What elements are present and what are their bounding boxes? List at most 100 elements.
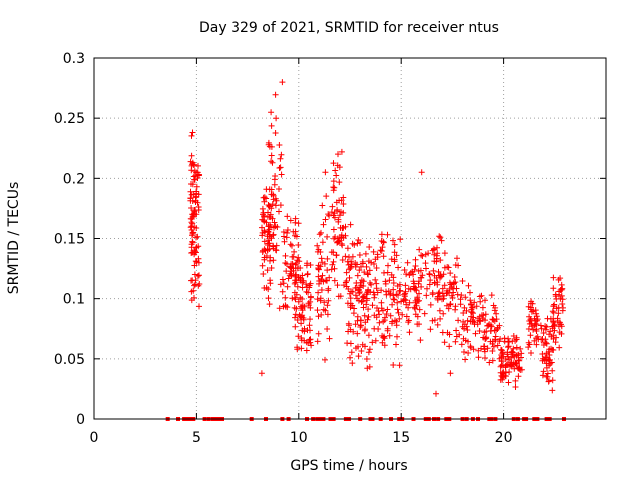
data-point [426, 281, 433, 288]
data-point [296, 258, 303, 265]
data-point [416, 321, 422, 328]
data-point [276, 208, 282, 215]
data-point [189, 238, 196, 245]
data-point [393, 341, 399, 348]
data-point [191, 176, 198, 183]
data-point [340, 201, 347, 207]
data-point [440, 271, 447, 278]
data-point [412, 263, 419, 269]
data-point [365, 306, 372, 313]
data-point [505, 353, 511, 360]
data-point [489, 316, 496, 323]
data-point [384, 327, 391, 334]
data-point [379, 244, 386, 251]
data-point [482, 317, 488, 324]
data-point [552, 291, 559, 298]
data-point [338, 234, 345, 241]
data-point [196, 303, 202, 310]
data-point [265, 228, 272, 235]
data-point [434, 321, 441, 328]
data-point [358, 348, 365, 354]
data-point [419, 253, 426, 259]
data-point [263, 195, 270, 202]
data-point [556, 344, 563, 351]
data-point [336, 164, 343, 171]
data-point [330, 212, 337, 219]
data-point [525, 344, 532, 351]
data-point [189, 129, 196, 136]
data-point [324, 277, 330, 284]
y-tick-label: 0.05 [54, 352, 85, 368]
data-point [397, 236, 404, 243]
data-point [452, 338, 459, 345]
data-point [191, 262, 198, 269]
data-point [320, 221, 327, 228]
data-point [324, 302, 331, 309]
data-point [533, 335, 540, 342]
data-point [412, 256, 419, 263]
data-point [546, 377, 552, 384]
data-point [439, 290, 446, 297]
data-point [544, 356, 551, 363]
data-point [369, 339, 376, 346]
data-point [396, 362, 403, 369]
data-point [555, 323, 562, 330]
data-point [465, 350, 472, 356]
data-point [293, 305, 300, 312]
data-point [319, 239, 326, 246]
data-point [470, 346, 477, 353]
data-point [322, 307, 329, 314]
data-point [331, 184, 338, 191]
data-point [515, 351, 522, 358]
data-point [384, 231, 391, 238]
data-point [506, 369, 513, 375]
data-point [260, 271, 267, 277]
data-point [483, 334, 490, 341]
data-point [188, 152, 195, 159]
data-point [329, 203, 336, 210]
data-point [272, 173, 279, 179]
data-point [559, 301, 566, 307]
data-point [434, 281, 441, 288]
data-point [343, 283, 350, 290]
data-point [436, 307, 443, 314]
data-point [267, 221, 274, 228]
data-point [263, 253, 270, 259]
data-point [284, 227, 291, 233]
data-point [387, 290, 394, 297]
data-point [295, 220, 302, 227]
data-point [304, 271, 311, 278]
data-point [362, 250, 369, 257]
data-point [394, 299, 401, 306]
data-point [470, 318, 477, 325]
data-point [354, 295, 361, 302]
data-point [320, 278, 327, 285]
data-point [427, 301, 434, 308]
data-point [482, 297, 488, 304]
data-point [352, 260, 359, 266]
data-point [189, 181, 196, 188]
data-point [331, 277, 338, 284]
data-point [391, 256, 398, 263]
data-point [558, 330, 565, 337]
data-point [330, 178, 337, 185]
data-point [486, 359, 493, 366]
data-point [303, 288, 310, 295]
data-point [259, 229, 266, 236]
data-point [347, 295, 354, 302]
data-point [549, 308, 556, 315]
data-point [284, 213, 291, 220]
data-point [344, 300, 351, 307]
data-point [344, 258, 351, 265]
data-point [314, 296, 321, 303]
data-point [441, 339, 448, 346]
data-point [540, 330, 547, 336]
data-point [378, 231, 385, 238]
data-point [401, 267, 408, 273]
data-point [417, 337, 424, 344]
data-point [490, 302, 497, 309]
data-point [422, 251, 429, 258]
data-point [372, 276, 379, 283]
data-point [373, 280, 380, 287]
data-point [278, 151, 285, 158]
